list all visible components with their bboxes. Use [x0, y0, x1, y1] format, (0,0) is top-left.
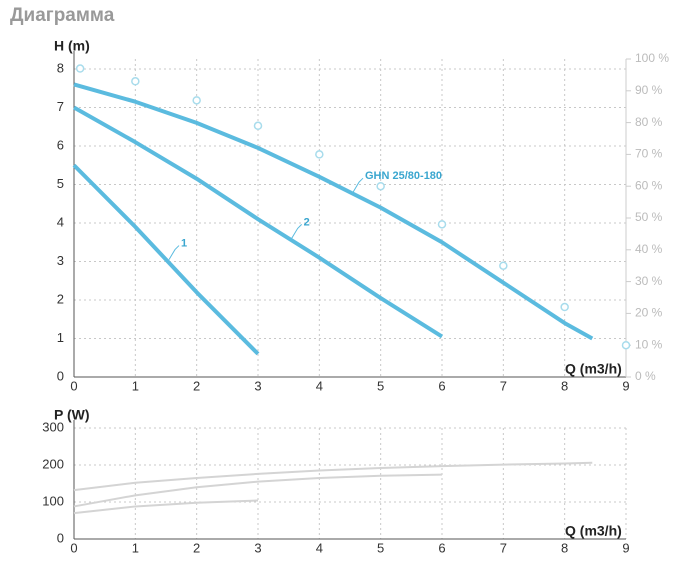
x-tick-label: 6 — [438, 540, 445, 555]
label-leader — [352, 177, 364, 193]
y2-tick-label: 40 % — [635, 242, 663, 256]
y-axis-label: P (W) — [54, 407, 90, 423]
x-tick-label: 7 — [500, 540, 507, 555]
efficiency-point — [253, 121, 263, 131]
curve-label: 1 — [181, 237, 187, 249]
y2-tick-label: 100 % — [635, 51, 669, 65]
curve — [73, 82, 594, 341]
x-tick-label: 9 — [622, 378, 629, 393]
x-tick-label: 3 — [254, 540, 261, 555]
x-tick-label: 4 — [316, 540, 323, 555]
y-tick-label: 0 — [57, 530, 64, 545]
x-tick-label: 6 — [438, 378, 445, 393]
y2-tick-label: 90 % — [635, 83, 663, 97]
x-tick-label: 3 — [254, 378, 261, 393]
x-axis-label: Q (m3/h) — [565, 361, 622, 377]
x-tick-label: 9 — [622, 540, 629, 555]
page-title: Диаграмма — [10, 5, 115, 26]
curve — [73, 461, 593, 492]
x-tick-label: 1 — [132, 540, 139, 555]
efficiency-point — [437, 220, 447, 229]
x-tick-label: 2 — [193, 378, 200, 393]
efficiency-point — [560, 302, 569, 312]
y-tick-label: 3 — [57, 253, 64, 268]
y-tick-label: 100 — [42, 493, 64, 508]
efficiency-point — [315, 150, 324, 159]
efficiency-point — [499, 261, 508, 270]
label-leader — [168, 245, 180, 260]
x-tick-label: 0 — [70, 378, 77, 393]
x-tick-label: 1 — [132, 378, 139, 393]
x-tick-label: 5 — [377, 378, 384, 393]
curve-label: GHN 25/80-180 — [365, 170, 442, 182]
y-tick-label: 4 — [57, 214, 64, 229]
x-axis-label: Q (m3/h) — [565, 523, 622, 539]
curve — [73, 105, 444, 339]
y2-tick-label: 0 % — [635, 369, 656, 383]
x-tick-label: 8 — [561, 378, 568, 393]
x-tick-label: 2 — [193, 540, 200, 555]
curve — [72, 163, 260, 356]
y-axis-label: H (m) — [54, 38, 90, 54]
x-tick-label: 7 — [500, 378, 507, 393]
curve-label: 2 — [304, 216, 310, 228]
curve — [73, 499, 259, 515]
x-tick-label: 8 — [561, 540, 568, 555]
label-leader — [291, 224, 303, 239]
y-tick-label: 200 — [42, 456, 64, 471]
y-tick-label: 0 — [57, 368, 64, 383]
y2-tick-label: 60 % — [635, 178, 663, 192]
y2-tick-label: 20 % — [635, 306, 663, 320]
y-tick-label: 2 — [57, 291, 64, 306]
x-tick-label: 4 — [316, 378, 323, 393]
y2-tick-label: 50 % — [635, 210, 663, 224]
x-tick-label: 5 — [377, 540, 384, 555]
y2-tick-label: 80 % — [635, 115, 663, 129]
efficiency-point — [621, 340, 631, 350]
efficiency-point — [75, 64, 85, 73]
efficiency-point — [376, 181, 385, 191]
y-tick-label: 8 — [57, 60, 64, 75]
y2-tick-label: 70 % — [635, 147, 663, 161]
y-tick-label: 6 — [57, 137, 64, 152]
y2-tick-label: 10 % — [635, 337, 663, 351]
y-tick-label: 7 — [57, 99, 64, 114]
y-tick-label: 1 — [57, 330, 64, 345]
y2-tick-label: 30 % — [635, 274, 663, 288]
x-tick-label: 0 — [70, 540, 77, 555]
efficiency-point — [192, 96, 201, 105]
efficiency-point — [131, 77, 140, 86]
y-tick-label: 300 — [42, 419, 64, 434]
curve — [73, 473, 443, 508]
y-tick-label: 5 — [57, 176, 64, 191]
